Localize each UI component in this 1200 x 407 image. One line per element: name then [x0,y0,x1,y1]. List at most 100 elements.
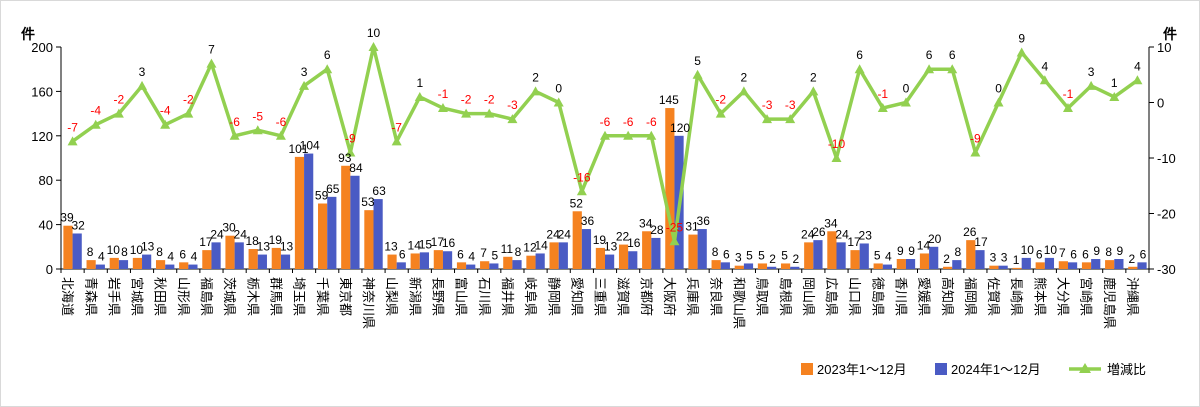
data-label-2023: 14 [408,238,422,252]
data-label-2024: 3 [1001,251,1008,265]
data-label-ratio: 2 [810,70,817,84]
line-marker [206,58,217,68]
data-label-2024: 6 [723,247,730,261]
bar-2023 [526,255,536,269]
bar-2024 [211,242,221,269]
category-label: 北海道 [60,277,75,316]
category-label: 埼玉県 [292,277,307,316]
data-label-2024: 20 [928,232,942,246]
data-label-2024: 32 [71,218,85,232]
data-label-2023: 7 [1059,246,1066,260]
data-label-ratio: -7 [67,120,78,134]
data-label-2023: 12 [523,241,537,255]
bar-2023 [595,247,605,269]
bar-2024 [466,264,476,269]
data-label-ratio: 10 [367,26,381,40]
line-marker [924,64,935,74]
line-marker [391,136,402,146]
bar-2023 [688,234,698,269]
line-marker [437,103,448,113]
data-label-2023: 6 [1036,247,1043,261]
category-label: 石川県 [477,277,492,316]
data-label-ratio: -1 [877,87,888,101]
data-label-2023: 5 [781,248,788,262]
data-label-ratio: 4 [1041,59,1048,73]
bar-2023 [665,108,675,269]
bar-2023 [318,203,328,269]
category-label: 兵庫県 [685,277,700,316]
bar-2023 [827,231,837,269]
category-label: 岡山県 [801,277,816,316]
category-label: 岩手県 [106,277,121,316]
category-label: 東京都 [338,277,353,316]
y-right-tick-label: -30 [1157,262,1176,277]
bar-2024 [512,260,522,269]
bar-2023 [804,242,814,269]
category-label: 神奈川県 [361,277,376,329]
data-label-ratio: -6 [600,115,611,129]
category-label: 島根県 [778,277,793,316]
data-label-2024: 5 [492,248,499,262]
data-label-ratio: 2 [532,70,539,84]
data-label-ratio: -5 [252,109,263,123]
data-label-ratio: 5 [694,54,701,68]
line-marker [970,147,981,157]
bar-2023 [433,250,443,269]
line-marker [646,130,657,140]
data-label-ratio: -2 [461,93,472,107]
line-marker [530,86,541,96]
category-label: 大分県 [1056,277,1071,316]
bar-2024 [790,266,800,269]
legend-label-2024: 2024年1～12月 [951,362,1041,377]
bar-2024 [882,264,892,269]
data-label-2024: 14 [534,238,548,252]
legend-label-ratio: 増減比 [1107,362,1146,377]
bar-2023 [86,260,96,269]
data-label-2024: 4 [468,250,475,264]
line-marker [160,119,171,129]
bar-2023 [780,263,791,269]
data-label-2023: 8 [156,245,163,259]
data-label-ratio: -25 [666,220,684,234]
bar-2023 [364,210,374,269]
y-right-tick-label: -20 [1157,207,1176,222]
y-left-tick-label: 160 [31,84,53,99]
bar-2023 [248,249,258,269]
line-marker [1016,47,1027,57]
data-label-ratio: 9 [1018,32,1025,46]
data-label-2023: 17 [431,235,445,249]
data-label-ratio: -9 [970,131,981,145]
data-label-ratio: -2 [715,93,726,107]
data-label-2024: 65 [326,182,340,196]
data-label-2023: 11 [501,242,514,256]
data-label-2024: 13 [141,240,155,254]
line-marker [762,114,773,124]
data-label-2023: 8 [712,245,719,259]
bar-2024 [1091,259,1101,269]
bar-2023 [456,262,467,269]
data-label-2024: 36 [697,214,711,228]
line-marker [808,86,819,96]
bar-2024 [165,264,175,269]
bar-2023 [572,211,582,269]
bar-2024 [535,253,545,269]
bar-2023 [225,235,235,269]
data-label-2023: 53 [361,195,375,209]
bar-2024 [720,262,730,269]
y-left-tick-label: 200 [31,40,53,55]
line-marker [785,114,796,124]
data-label-2023: 6 [179,247,186,261]
data-label-2023: 19 [269,233,283,247]
bar-2023 [1128,266,1138,269]
data-label-2023: 22 [616,230,630,244]
data-label-ratio: -3 [785,98,796,112]
bar-2023 [271,247,281,269]
data-label-2024: 120 [670,121,690,135]
data-label-ratio: -16 [573,170,591,184]
line-marker [831,153,842,162]
y-right-unit: 件 [1163,26,1177,42]
line-marker [368,42,379,51]
bar-2024 [304,153,314,269]
